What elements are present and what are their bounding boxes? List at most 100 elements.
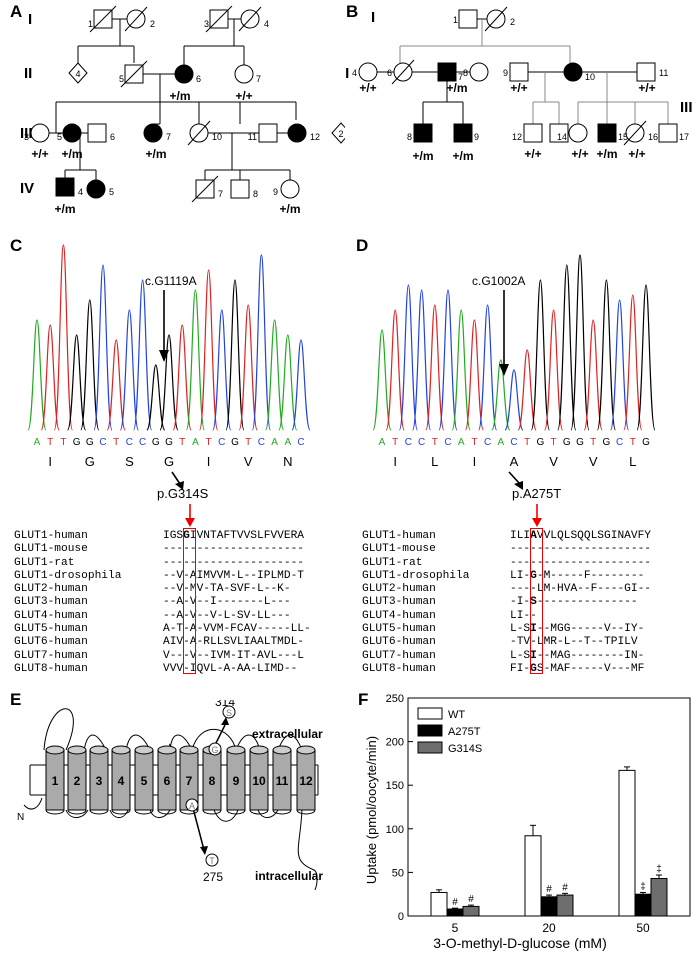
chrom-d-peak [464, 319, 484, 431]
helix-number: 10 [252, 774, 266, 788]
id-b-iii12: 12 [512, 132, 522, 142]
chrom-d-peak [583, 319, 603, 431]
geno-b-ii7: +/m [446, 81, 467, 95]
bar-G314S-50 [650, 878, 668, 917]
legend-swatch-A275T [417, 724, 443, 737]
helix-top [45, 745, 65, 755]
y-tick-label: 200 [386, 737, 404, 749]
aln-post: V--IVM-IT-AVL---L [189, 649, 305, 662]
id-b-i2: 2 [510, 17, 515, 27]
aln-pre: -TV [510, 636, 531, 649]
bar-G314S-20 [556, 894, 574, 917]
y-tick-label: 0 [398, 911, 404, 923]
chrom-c-peak [278, 334, 298, 431]
id-a-iii7: 7 [166, 132, 171, 142]
aln-post: LMR-L--T--TPILV [536, 636, 638, 649]
id-a-i3: 3 [204, 19, 209, 29]
bar-A275T-5 [446, 908, 464, 917]
id-a-ii6: 6 [196, 74, 201, 84]
chrom-d-base-letter: C [418, 437, 425, 448]
aln-site: G [530, 662, 537, 675]
chrom-c-peak [80, 299, 100, 431]
gen-a-3: III [20, 125, 33, 142]
align-c-name: GLUT4-human [14, 609, 88, 622]
aln-site: - [183, 569, 190, 582]
pedigree-a: 1 2 3 4 4 5 6 7 3 5 6 7 10 11 12 2 4 5 7… [20, 5, 345, 216]
chrom-c-base-letter: T [113, 437, 119, 448]
mut-residue-275: T [209, 856, 215, 866]
chrom-d-peak [517, 349, 537, 431]
aln-pre: LI- [510, 609, 531, 622]
bar-G314S-5 [462, 905, 480, 917]
gen-a-4: IV [20, 180, 34, 197]
chrom-d-peak [398, 284, 418, 431]
geno-b-ii9: +/+ [510, 81, 527, 95]
align-d-row: --------------------- [510, 543, 651, 556]
align-c-row: AIV-A-RLLSVLIAALTMDL- [163, 636, 311, 649]
chrom-d-base-letter: C [484, 437, 491, 448]
chrom-c-peak [251, 254, 271, 431]
helix-top [296, 745, 316, 755]
align-c-row: IGSGIVNTAFTVVSLFVVERA [163, 530, 311, 543]
geno-b-iii14: +/+ [571, 147, 588, 161]
chrom-c-peak [225, 279, 245, 431]
align-d-name: GLUT5-human [362, 623, 436, 636]
align-d-name: GLUT1-drosophila [362, 569, 470, 582]
geno-a-iv4: +/m [54, 202, 75, 216]
chrom-c-peak [93, 264, 113, 431]
helix-top [272, 745, 292, 755]
helix-number: 2 [74, 774, 81, 788]
chrom-c-base-letter: T [206, 437, 212, 448]
panel-label-c: C [10, 236, 23, 255]
id-a-ii5: 5 [119, 74, 124, 84]
legend-swatch-G314S [417, 741, 443, 754]
protein-arrows [171, 471, 542, 527]
align-d-name: GLUT4-human [362, 609, 436, 622]
helix-bottom [202, 809, 222, 815]
id-a-iv9: 9 [273, 187, 278, 197]
aln-site: - [183, 623, 190, 636]
helix-bottom [67, 809, 87, 815]
helix-bottom [134, 809, 154, 815]
id-a-iv8: 8 [253, 189, 258, 199]
id-b-i1: 1 [453, 15, 458, 25]
helix-bottom [111, 809, 131, 815]
helix-top [179, 745, 199, 755]
chrom-d-base-letter: A [458, 437, 465, 448]
chrom-c-peak [199, 269, 219, 431]
align-d-name: GLUT7-human [362, 649, 436, 662]
chrom-c-base-letter: G [231, 437, 239, 448]
aln-pre: ILI [510, 530, 531, 542]
helix-bottom [45, 809, 65, 815]
geno-b-iii8: +/m [412, 149, 433, 163]
id-a-iii10: 10 [212, 132, 222, 142]
aln-site: I [530, 623, 537, 636]
aln-pre: L-S [510, 623, 531, 636]
helix-top [157, 745, 177, 755]
geno-a-iii7: +/m [145, 147, 166, 161]
chrom-c-amino-acid: N [283, 454, 292, 469]
helix-top [226, 745, 246, 755]
x-tick-label: 20 [542, 921, 556, 935]
chrom-d-peak [636, 284, 656, 431]
align-d-row: --------------------- [510, 557, 651, 570]
chrom-c-base-letter: C [139, 437, 146, 448]
gen-a-2: II [24, 65, 32, 82]
align-c-row: VVV-IQVL-A-AA-LIMD-- [163, 663, 311, 676]
aln-post: V--I-------L--- [189, 596, 291, 609]
chrom-c-peak [106, 339, 126, 431]
significance-marker: # [452, 897, 458, 908]
gen-b-2: II [345, 65, 349, 82]
chrom-d-amino-acid: V [589, 454, 598, 469]
chrom-c-base-letter: T [60, 437, 66, 448]
chrom-d-peak [438, 289, 458, 431]
site-box-d [530, 528, 543, 674]
helix-number: 12 [299, 774, 313, 788]
chrom-d-base-letter: C [444, 437, 451, 448]
x-tick-label: 50 [636, 921, 650, 935]
chrom-d-base-letter: G [576, 437, 584, 448]
chrom-c-base-letter: G [165, 437, 173, 448]
aln-post: V--V-L-SV-LL--- [189, 609, 291, 622]
chrom-c-base-letter: T [179, 437, 185, 448]
